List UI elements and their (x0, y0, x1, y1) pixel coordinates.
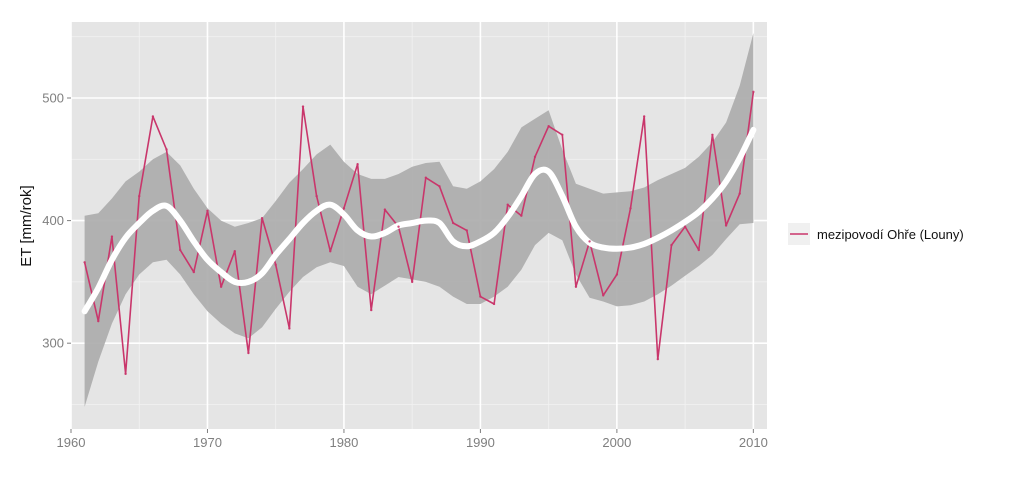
data-point (410, 280, 414, 284)
data-point (711, 133, 714, 136)
data-point (233, 250, 236, 253)
data-point (451, 221, 455, 225)
data-point (547, 125, 550, 128)
y-axis: 300 400 500 (42, 91, 71, 351)
data-point (97, 319, 100, 323)
legend-label: mezipovodí Ohře (Louny) (817, 227, 964, 242)
data-point (178, 248, 182, 252)
data-point (356, 163, 359, 166)
x-tick-label: 2000 (602, 435, 631, 450)
x-tick-label: 1990 (466, 435, 495, 450)
data-point (288, 327, 291, 330)
data-point (561, 133, 564, 136)
data-point (165, 148, 168, 151)
data-point (192, 270, 196, 274)
data-point (683, 225, 687, 228)
data-point (479, 295, 482, 298)
data-point (424, 176, 428, 179)
data-point (752, 90, 755, 94)
data-point (83, 261, 86, 264)
data-point (724, 224, 728, 227)
data-point (301, 105, 305, 108)
data-point (615, 273, 619, 276)
data-point (110, 235, 114, 238)
x-tick-label: 2010 (739, 435, 768, 450)
y-tick-label: 300 (42, 336, 64, 351)
x-tick-label: 1960 (57, 435, 86, 450)
series-points (83, 90, 755, 376)
data-point (656, 357, 660, 361)
data-point (151, 115, 155, 118)
data-point (602, 294, 605, 297)
data-point (697, 248, 700, 252)
data-point (138, 194, 141, 198)
data-point (383, 208, 387, 211)
data-point (329, 250, 332, 253)
data-point (629, 207, 632, 210)
data-point (124, 372, 127, 376)
legend: mezipovodí Ohře (Louny) (788, 223, 964, 245)
data-point (642, 115, 646, 118)
data-point (219, 285, 223, 288)
data-point (206, 209, 209, 212)
y-tick-label: 400 (42, 213, 64, 228)
data-point (465, 229, 468, 232)
data-point (397, 225, 400, 228)
data-point (574, 285, 578, 288)
data-point (506, 203, 509, 206)
data-point (315, 194, 318, 198)
data-point (520, 214, 523, 217)
x-tick-label: 1980 (329, 435, 358, 450)
data-point (588, 240, 591, 243)
x-tick-label: 1970 (193, 435, 222, 450)
data-point (274, 263, 277, 266)
data-point (533, 155, 537, 159)
smooth-trend-line (81, 126, 757, 315)
data-point (670, 243, 673, 247)
data-point (342, 207, 346, 210)
data-point (247, 351, 250, 355)
x-axis: 1960 1970 1980 1990 2000 2010 (57, 429, 768, 450)
data-point (438, 185, 441, 188)
data-point (738, 192, 741, 195)
data-point (260, 216, 264, 220)
y-tick-label: 500 (42, 91, 64, 106)
y-axis-title: ET [mm/rok] (18, 185, 35, 266)
series-line (83, 91, 755, 375)
data-point (492, 302, 496, 306)
data-point (370, 308, 373, 312)
